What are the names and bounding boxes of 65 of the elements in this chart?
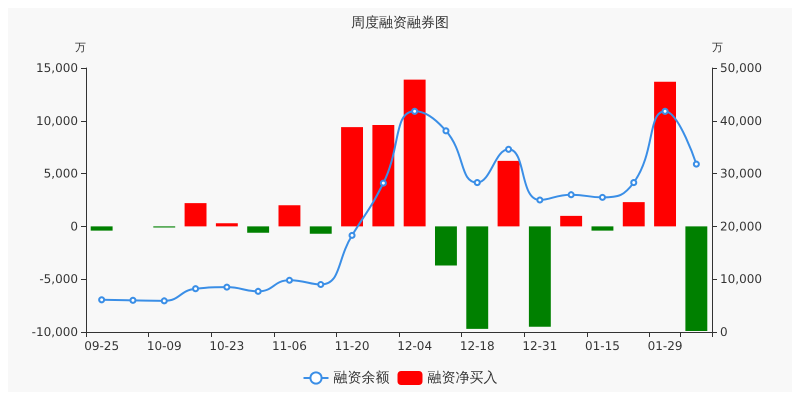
point <box>317 280 324 288</box>
point <box>442 127 450 134</box>
point <box>129 296 136 304</box>
bar <box>404 80 426 226</box>
point <box>223 284 230 291</box>
point <box>98 296 106 304</box>
y2-tick-label: 50,000 <box>720 61 762 75</box>
bar <box>184 203 207 226</box>
point <box>568 191 575 198</box>
legend-label: 融资净买入 <box>428 370 498 386</box>
y-tick-label: 10,000 <box>36 114 78 128</box>
y-tick-label: 15,000 <box>36 61 78 75</box>
y-tick-label: -5,000 <box>39 272 78 286</box>
x-tick-label: 10-23 <box>209 339 244 353</box>
chart-title: 周度融资融券图 <box>351 15 449 31</box>
bar <box>90 226 113 231</box>
bar <box>498 160 520 226</box>
point <box>536 196 544 204</box>
y-axis-title: 万 <box>75 41 86 54</box>
point <box>662 108 669 115</box>
x-tick-label: 11-20 <box>334 339 370 353</box>
y2-tick-label: 10,000 <box>720 272 762 286</box>
bar <box>591 226 614 231</box>
x-tick-label: 12-04 <box>397 339 432 353</box>
point <box>505 146 512 153</box>
legend-label: 融资余额 <box>334 370 390 386</box>
point <box>411 108 418 115</box>
point <box>630 179 638 186</box>
point <box>160 297 168 304</box>
y-tick-label: 5,000 <box>44 166 78 181</box>
y-tick-label: -10,000 <box>32 325 78 339</box>
bar <box>434 226 457 266</box>
y2-axis-title: 万 <box>712 41 723 54</box>
bar <box>247 226 270 233</box>
bar <box>560 216 582 226</box>
x-tick-label: 11-06 <box>272 339 307 353</box>
point <box>692 160 700 168</box>
point <box>380 180 387 187</box>
bar <box>372 125 394 226</box>
point <box>286 276 293 284</box>
bar <box>278 205 300 226</box>
point <box>254 288 262 295</box>
bar <box>466 226 488 329</box>
y2-tick-label: 40,000 <box>720 114 762 128</box>
y2-tick-label: 30,000 <box>720 166 762 181</box>
point <box>348 232 356 239</box>
bar <box>622 202 645 226</box>
bar <box>310 226 332 234</box>
point <box>192 285 200 292</box>
x-tick-label: 10-09 <box>146 339 182 353</box>
bar <box>341 127 364 226</box>
x-tick-label: 09-25 <box>84 339 120 353</box>
bar <box>654 82 676 226</box>
bar <box>528 226 551 327</box>
point <box>474 179 481 186</box>
x-tick-label: 01-29 <box>648 339 682 353</box>
point <box>598 194 606 201</box>
y-tick-label: 0 <box>70 219 78 234</box>
y2-tick-label: 0 <box>720 325 728 339</box>
x-tick-label: 12-18 <box>460 339 495 353</box>
x-tick-label: 01-15 <box>585 339 620 353</box>
x-tick-label: 12-31 <box>522 339 558 353</box>
bar <box>685 226 708 331</box>
bar <box>216 223 238 226</box>
y2-tick-label: 20,000 <box>720 219 762 234</box>
